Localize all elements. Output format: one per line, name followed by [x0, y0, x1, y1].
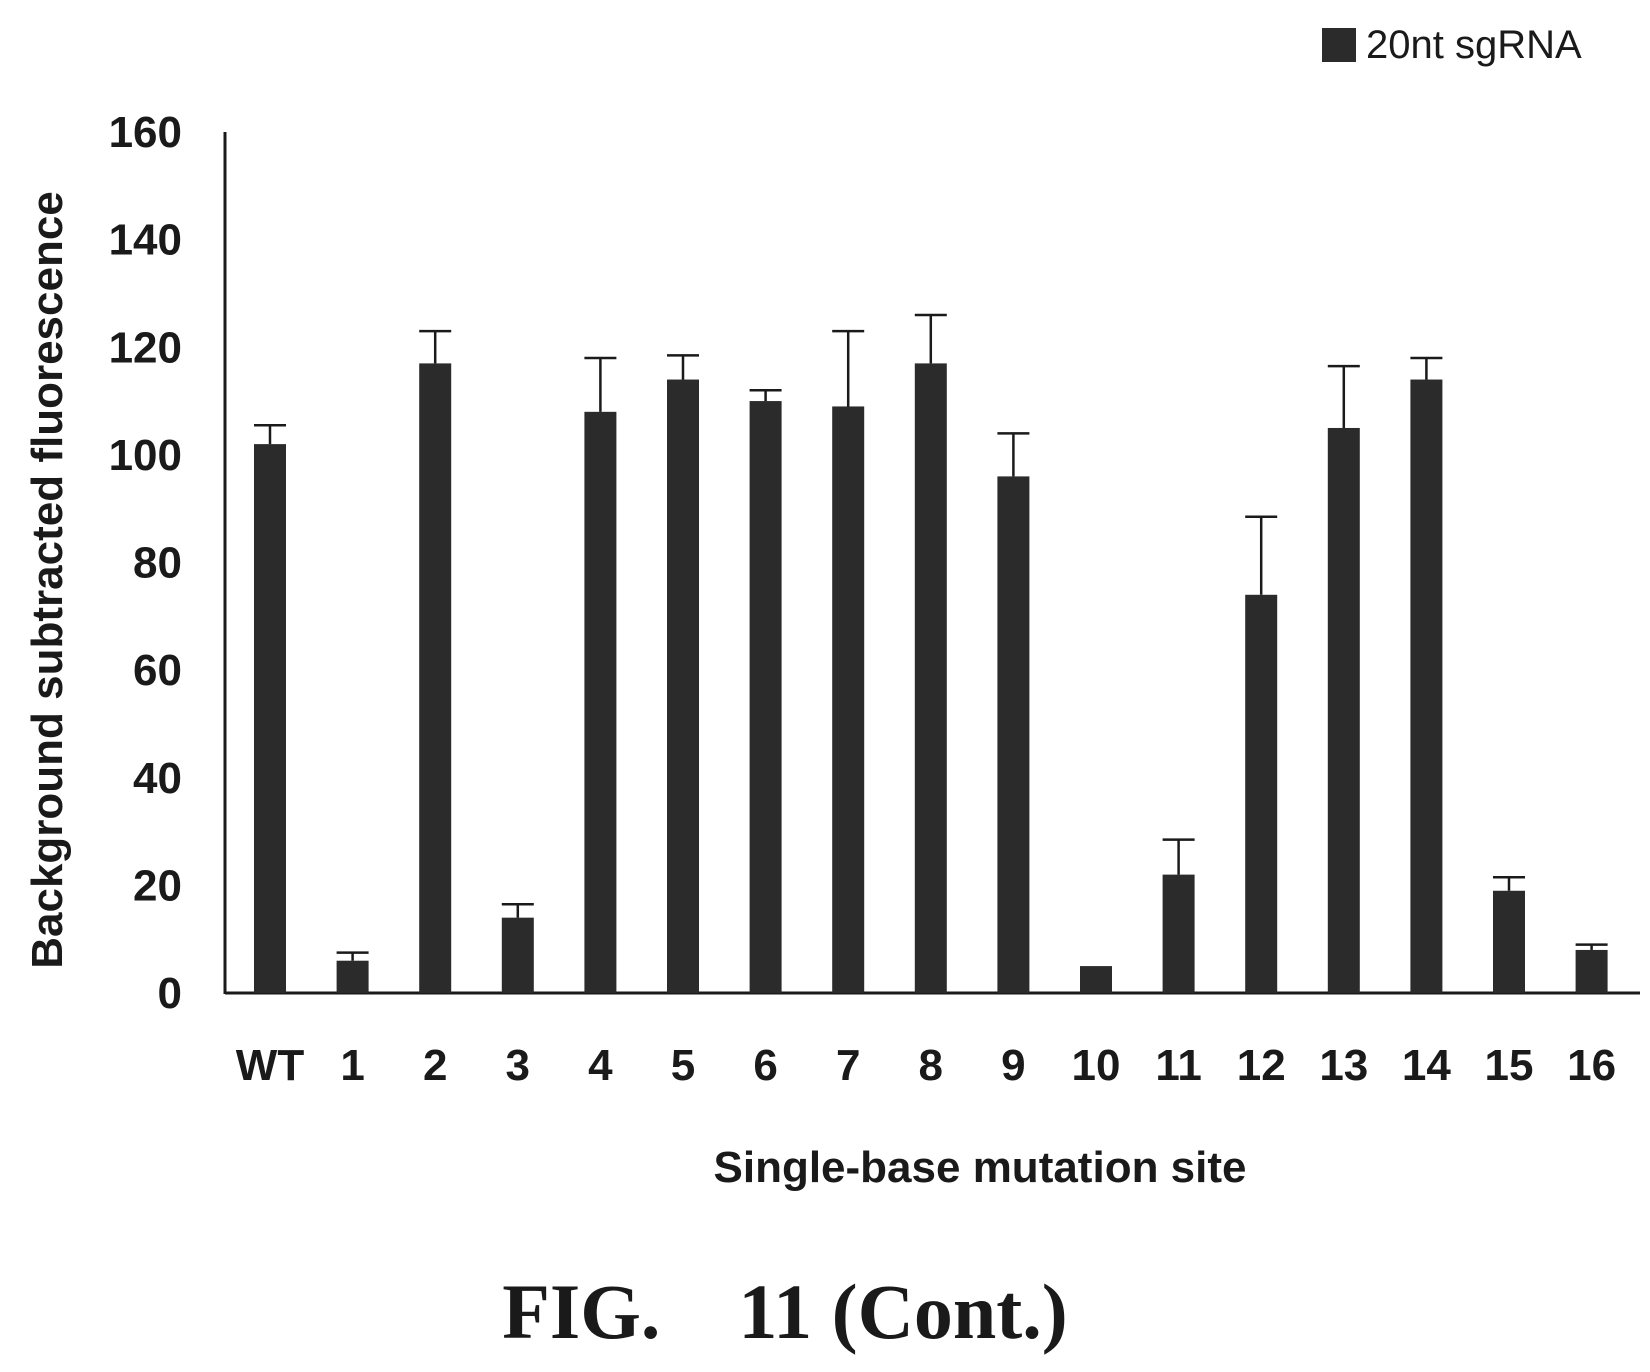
legend: 20nt sgRNA [1322, 23, 1582, 67]
bar [914, 363, 947, 993]
x-tick-label: 10 [1072, 1041, 1121, 1090]
bar [1575, 949, 1608, 993]
bar [1162, 874, 1195, 993]
bar [832, 406, 865, 994]
y-tick-label: 0 [158, 969, 182, 1018]
y-tick-label: 160 [109, 108, 182, 157]
y-tick-label: 40 [133, 754, 182, 803]
bar [1080, 966, 1112, 993]
x-axis-title: Single-base mutation site [714, 1143, 1247, 1192]
bar [997, 476, 1030, 993]
bar [1410, 379, 1443, 994]
y-tick-label: 20 [133, 861, 182, 910]
x-tick-label: 13 [1319, 1041, 1368, 1090]
y-tick-label: 100 [109, 431, 182, 480]
bar [1327, 427, 1360, 993]
bar [336, 960, 369, 993]
x-tick-label: 5 [671, 1041, 695, 1090]
x-tick-label: 1 [340, 1041, 364, 1090]
bar [1493, 890, 1525, 993]
legend-swatch [1322, 28, 1356, 62]
x-tick-label: 2 [423, 1041, 447, 1090]
x-tick-label: 7 [836, 1041, 860, 1090]
x-tick-label: 14 [1402, 1041, 1451, 1090]
x-tick-label: 6 [753, 1041, 777, 1090]
x-tick-label: 12 [1237, 1041, 1286, 1090]
y-tick-label: 80 [133, 539, 182, 588]
figure-caption: FIG. 11 (Cont.) [502, 1268, 1068, 1355]
x-tick-label: 3 [506, 1041, 530, 1090]
y-tick-label: 60 [133, 646, 182, 695]
legend-label: 20nt sgRNA [1366, 23, 1582, 67]
x-tick-label: 9 [1001, 1041, 1025, 1090]
bar [501, 917, 534, 993]
y-tick-label: 120 [109, 323, 182, 372]
bar [749, 401, 782, 993]
x-tick-label: 16 [1567, 1041, 1616, 1090]
x-tick-label: 11 [1155, 1041, 1202, 1090]
x-tick-label: 8 [919, 1041, 943, 1090]
bar [419, 363, 452, 993]
bar [667, 379, 699, 994]
bar [254, 444, 286, 993]
y-axis-title: Background subtracted fluorescence [23, 191, 72, 969]
x-tick-label: 15 [1485, 1041, 1534, 1090]
x-tick-label: 4 [588, 1041, 613, 1090]
bar [584, 411, 617, 993]
x-tick-label: WT [236, 1041, 305, 1090]
y-tick-label: 140 [109, 216, 182, 265]
bar [1245, 594, 1278, 993]
